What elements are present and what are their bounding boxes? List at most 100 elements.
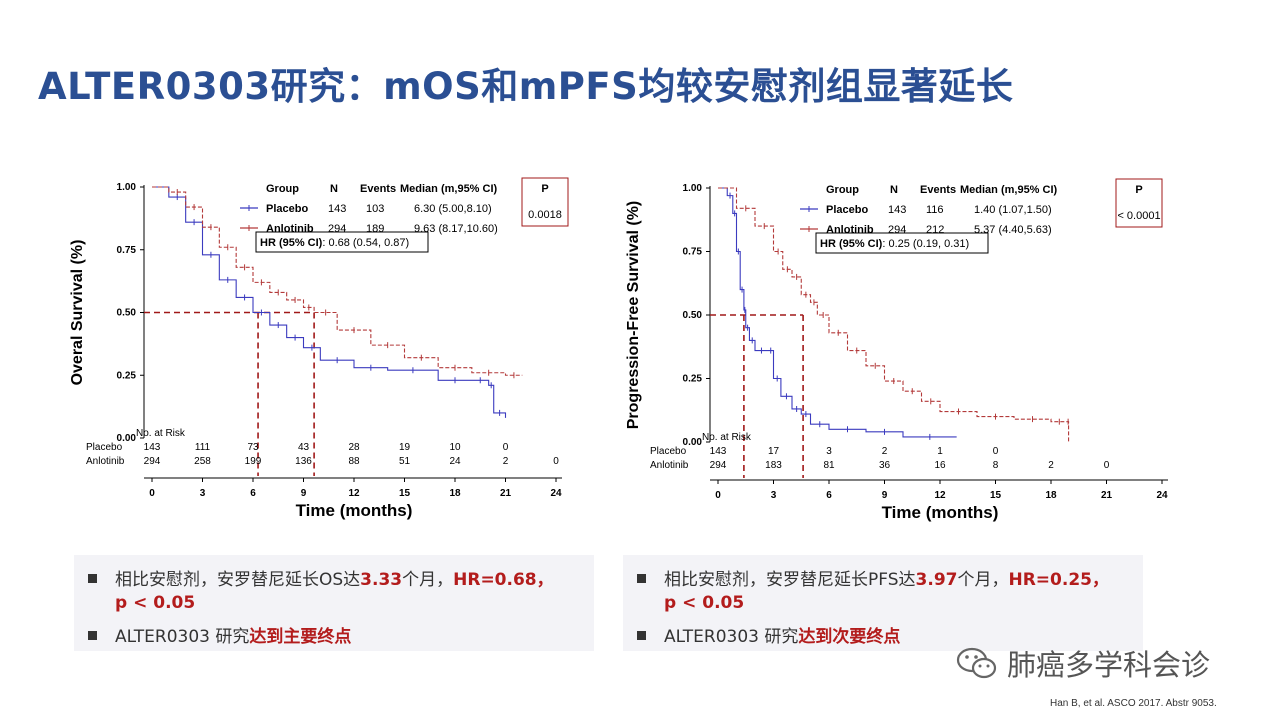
os-at-risk-group: Placebo	[86, 442, 123, 453]
pfs-y-tick-label: 0.00	[683, 437, 703, 448]
bullet-highlight: 3.97	[915, 570, 958, 590]
os-legend-name: Anlotinib	[266, 223, 314, 235]
os-y-tick-label: 0.00	[117, 433, 137, 444]
pfs-hr-value: : 0.25 (0.19, 0.31)	[882, 238, 969, 250]
page-title: ALTER0303研究：mOS和mPFS均较安慰剂组显著延长	[38, 65, 1014, 108]
pfs-at-risk-value: 17	[768, 446, 780, 457]
os-at-risk-value: 24	[449, 456, 461, 467]
pfs-km-chart: 0.00 0.25 0.50 0.75 1.00 0 3 6 9 12 15 18 21 24 Time (…	[620, 170, 1180, 530]
os-y-tick-label: 0.75	[117, 245, 137, 256]
os-at-risk-value: 199	[245, 456, 262, 467]
wechat-icon	[956, 647, 997, 679]
bullet-highlight: p < 0.05	[664, 593, 745, 613]
os-y-tick-label: 0.25	[117, 370, 137, 381]
pfs-at-risk-value: 294	[710, 460, 727, 471]
os-at-risk-value: 28	[348, 442, 360, 453]
os-curve-placebo	[152, 186, 507, 418]
pfs-y-tick-label: 0.25	[683, 374, 703, 385]
os-curve-anlotinib	[152, 186, 523, 376]
pfs-y-tick-label: 0.50	[683, 310, 703, 321]
pfs-legend-header: Group	[826, 184, 859, 196]
pfs-at-risk-title: No. at Risk	[702, 432, 752, 443]
os-legend-events: 103	[366, 203, 384, 215]
pfs-hr-label: HR (95% CI)	[820, 238, 883, 250]
os-p-value: 0.0018	[528, 209, 562, 221]
pfs-summary-bullet-1: 相比安慰剂，安罗替尼延长PFS达3.97个月，HR=0.25， p < 0.05	[637, 565, 1109, 613]
pfs-hr-box	[815, 232, 989, 254]
pfs-at-risk-value: 16	[934, 460, 946, 471]
os-summary-bullet-1: 相比安慰剂，安罗替尼延长OS达3.33个月，HR=0.68， p < 0.05	[88, 565, 554, 613]
os-hr-text: HR (95% CI): 0.68 (0.54, 0.87)	[260, 237, 409, 249]
os-legend-n: 143	[328, 203, 346, 215]
pfs-legend-header: Events	[920, 184, 956, 196]
pfs-y-tick-label: 1.00	[683, 183, 703, 194]
pfs-x-tick-label: 3	[771, 490, 777, 501]
square-bullet-icon	[88, 631, 97, 640]
os-hr-label: HR (95% CI)	[260, 237, 323, 249]
wechat-watermark: 肺癌多学科会诊	[955, 642, 1210, 684]
pfs-legend-header: Median (m,95% CI)	[960, 184, 1058, 196]
os-x-tick-label: 18	[449, 488, 461, 499]
pfs-x-tick-label: 21	[1101, 490, 1113, 501]
os-legend-header: N	[330, 183, 338, 195]
os-x-tick-label: 15	[399, 488, 411, 499]
pfs-legend-n: 294	[888, 224, 906, 236]
os-summary-box: 相比安慰剂，安罗替尼延长OS达3.33个月，HR=0.68， p < 0.05 …	[74, 555, 594, 651]
os-hr-value: : 0.68 (0.54, 0.87)	[322, 237, 409, 249]
square-bullet-icon	[637, 631, 646, 640]
pfs-at-risk-value: 183	[765, 460, 782, 471]
bullet-text: ALTER0303 研究	[664, 627, 799, 647]
os-x-tick-label: 3	[200, 488, 206, 499]
os-at-risk-value: 2	[503, 456, 509, 467]
os-legend-median: 9.63 (8.17,10.60)	[414, 223, 498, 235]
bullet-highlight: 达到主要终点	[249, 627, 352, 647]
pfs-legend-events: 212	[926, 224, 944, 236]
pfs-legend-median: 1.40 (1.07,1.50)	[974, 204, 1052, 216]
pfs-x-tick-label: 6	[826, 490, 832, 501]
watermark-text: 肺癌多学科会诊	[1007, 648, 1211, 682]
os-at-risk-value: 88	[348, 456, 360, 467]
pfs-x-tick-label: 24	[1156, 490, 1168, 501]
bullet-highlight: HR=0.68，	[453, 570, 554, 590]
os-at-risk-value: 111	[195, 442, 211, 453]
pfs-legend-events: 116	[926, 204, 944, 216]
pfs-legend-header: N	[890, 184, 898, 196]
bullet-text: ALTER0303 研究	[115, 627, 250, 647]
os-legend-header: Events	[360, 183, 396, 195]
pfs-p-label: P	[1135, 184, 1142, 196]
pfs-at-risk-value: 36	[879, 460, 891, 471]
square-bullet-icon	[637, 574, 646, 583]
os-at-risk-value: 51	[399, 456, 411, 467]
os-at-risk-value: 10	[449, 442, 461, 453]
os-legend-header: Group	[266, 183, 299, 195]
pfs-curve-placebo	[718, 187, 957, 438]
os-at-risk-group: Anlotinib	[86, 456, 125, 467]
pfs-at-risk-value: 0	[1104, 460, 1110, 471]
pfs-summary-box: 相比安慰剂，安罗替尼延长PFS达3.97个月，HR=0.25， p < 0.05…	[623, 555, 1143, 651]
bullet-highlight: 3.33	[360, 570, 403, 590]
bullet-text: 相比安慰剂，安罗替尼延长PFS达	[664, 570, 916, 590]
os-km-chart: 0.00 0.25 0.50 0.75 1.00 0 3 6 9 12 15 18 21 24 Time (…	[60, 170, 580, 530]
os-p-value-box	[521, 177, 569, 227]
os-at-risk-value: 294	[144, 456, 161, 467]
os-summary-bullet-2: ALTER0303 研究达到主要终点	[88, 622, 351, 647]
pfs-summary-bullet-2: ALTER0303 研究达到次要终点	[637, 622, 900, 647]
pfs-legend-median: 5.37 (4.40,5.63)	[974, 224, 1052, 236]
os-legend-median: 6.30 (5.00,8.10)	[414, 203, 492, 215]
pfs-x-tick-label: 18	[1045, 490, 1057, 501]
os-at-risk-title: No. at Risk	[136, 428, 186, 439]
os-x-tick-label: 24	[550, 488, 562, 499]
os-at-risk-value: 258	[194, 456, 211, 467]
pfs-at-risk-value: 8	[993, 460, 999, 471]
pfs-at-risk-value: 0	[993, 446, 999, 457]
os-x-tick-label: 12	[348, 488, 360, 499]
reference-citation: Han B, et al. ASCO 2017. Abstr 9053.	[1050, 698, 1217, 709]
os-at-risk-value: 0	[503, 442, 509, 453]
bullet-text: 相比安慰剂，安罗替尼延长OS达	[115, 570, 361, 590]
pfs-x-axis-label: Time (months)	[882, 503, 999, 522]
bullet-highlight: 达到次要终点	[798, 627, 901, 647]
os-legend-events: 189	[366, 223, 384, 235]
bullet-highlight: p < 0.05	[115, 593, 196, 613]
os-legend-name: Placebo	[266, 203, 308, 215]
